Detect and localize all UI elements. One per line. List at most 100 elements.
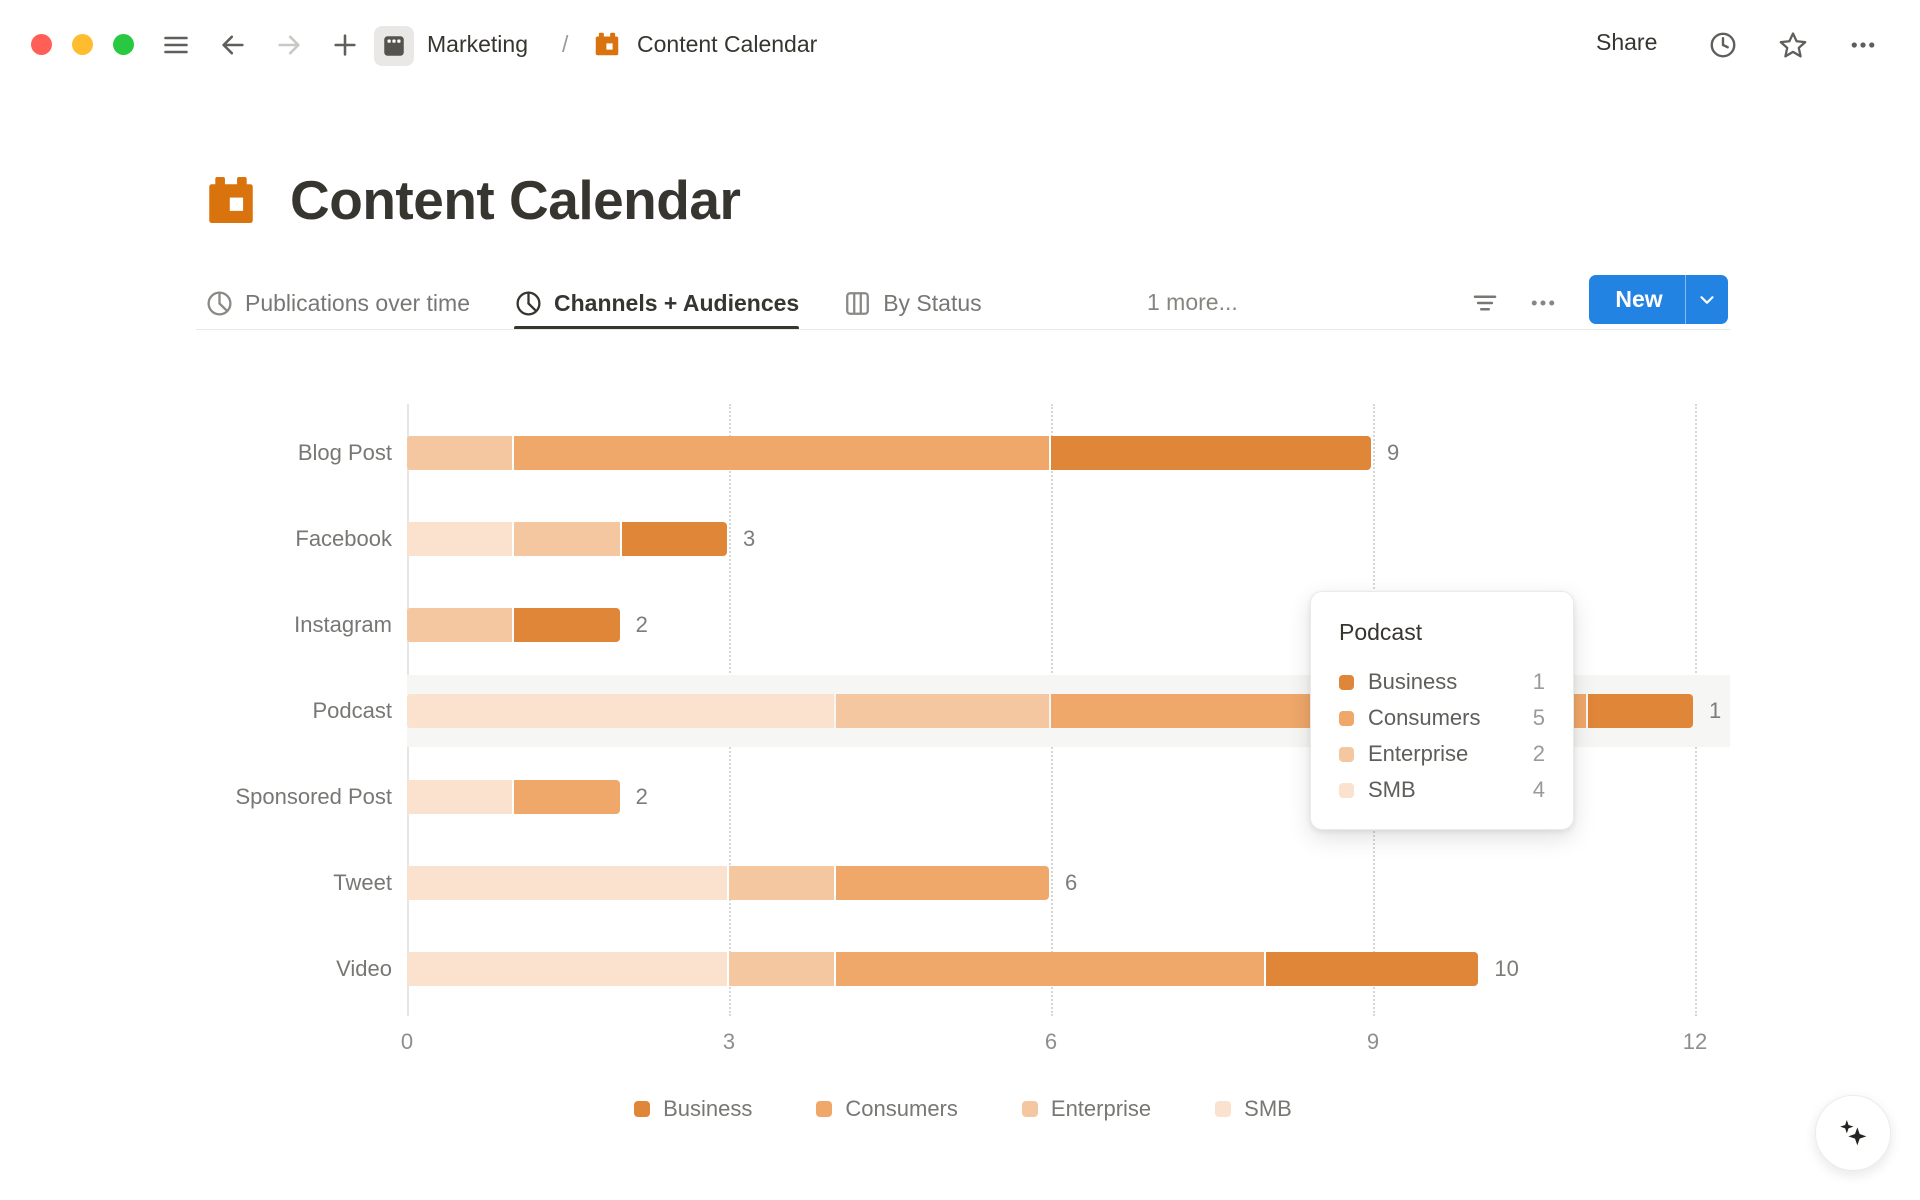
tabs-divider: [196, 329, 1730, 330]
tooltip-series-value: 4: [1532, 777, 1545, 802]
tooltip-swatch: [1339, 746, 1354, 762]
bar-segment-business[interactable]: [1587, 694, 1693, 728]
history-clock-icon[interactable]: [1708, 30, 1738, 60]
view-tabs: Publications over time Channels + Audienc…: [205, 276, 982, 330]
new-button-divider: [1685, 275, 1686, 324]
legend-item-enterprise[interactable]: Enterprise: [1021, 1096, 1152, 1122]
legend-label: SMB: [1244, 1096, 1292, 1121]
category-label: Tweet: [333, 870, 392, 895]
bar-segment-business[interactable]: [514, 608, 620, 642]
view-options-ellipsis-icon[interactable]: [1524, 284, 1562, 322]
forward-arrow-icon[interactable]: [274, 30, 304, 60]
legend-item-business[interactable]: Business: [634, 1096, 752, 1122]
tooltip-series-label: Enterprise: [1368, 741, 1469, 766]
window-minimize-button[interactable]: [72, 34, 93, 55]
breadcrumb-workspace[interactable]: Marketing: [427, 31, 528, 57]
tab-by-status[interactable]: By Status: [843, 276, 982, 330]
bar-segment-consumers[interactable]: [836, 952, 1264, 986]
tooltip-title: Podcast: [1339, 619, 1423, 645]
share-button[interactable]: Share: [1596, 29, 1658, 55]
bar-value-label: 9: [1387, 440, 1400, 465]
legend-item-smb[interactable]: SMB: [1215, 1096, 1292, 1122]
tooltip-series-value: 5: [1532, 705, 1545, 730]
window-titlebar: Marketing / Content Calendar Share: [0, 0, 1920, 74]
category-label: Blog Post: [297, 440, 392, 465]
chart-tooltip: Podcast Business 1 Consumers 5 Enterprise 2 SM…: [1310, 591, 1574, 830]
bar-segment-business[interactable]: [621, 522, 727, 556]
tooltip-series-value: 2: [1532, 741, 1545, 766]
tooltip-swatch: [1339, 782, 1354, 798]
bar-value-label: 6: [1065, 870, 1078, 895]
tab-label: Channels + Audiences: [554, 289, 800, 316]
bar-segment-smb[interactable]: [407, 694, 835, 728]
tooltip-row: SMB 4: [1339, 772, 1545, 808]
bar-value-label: 1: [1709, 698, 1722, 723]
breadcrumb-page[interactable]: Content Calendar: [637, 31, 818, 57]
category-label: Instagram: [294, 612, 392, 637]
chart-icon: [514, 289, 543, 318]
new-button[interactable]: New: [1589, 275, 1728, 324]
tooltip-series-label: Business: [1368, 669, 1458, 694]
x-axis-tick-label: 9: [1366, 1029, 1380, 1054]
page-title[interactable]: Content Calendar: [290, 169, 741, 231]
bar-segment-business[interactable]: [1051, 436, 1371, 470]
window-zoom-button[interactable]: [113, 34, 134, 55]
bar-segment-enterprise[interactable]: [407, 436, 513, 470]
new-button-chevron-down-icon[interactable]: [1686, 289, 1728, 311]
bar-segment-business[interactable]: [1265, 952, 1479, 986]
tooltip-row: Enterprise 2: [1339, 736, 1545, 772]
legend-swatch: [816, 1101, 833, 1117]
legend-item-consumers[interactable]: Consumers: [816, 1096, 958, 1122]
x-axis-tick-label: 6: [1044, 1029, 1058, 1054]
notion-ai-button[interactable]: [1815, 1095, 1891, 1171]
bar-value-label: 2: [635, 784, 648, 809]
bar-value-label: 3: [743, 526, 756, 551]
back-arrow-icon[interactable]: [218, 30, 248, 60]
bar-segment-enterprise[interactable]: [729, 866, 835, 900]
x-axis-tick-label: 12: [1682, 1029, 1708, 1054]
bar-segment-consumers[interactable]: [836, 866, 1049, 900]
new-page-plus-icon[interactable]: [330, 30, 360, 60]
bar-segment-enterprise[interactable]: [407, 608, 513, 642]
legend-label: Enterprise: [1050, 1096, 1152, 1121]
page-title-calendar-icon[interactable]: [202, 171, 260, 229]
chart-icon: [205, 289, 234, 318]
bar-segment-enterprise[interactable]: [729, 952, 835, 986]
bar-segment-consumers[interactable]: [514, 436, 1049, 470]
tooltip-series-label: Consumers: [1368, 705, 1481, 730]
bar-segment-smb[interactable]: [407, 522, 513, 556]
legend-swatch: [1215, 1101, 1232, 1117]
bar-segment-enterprise[interactable]: [514, 522, 620, 556]
more-options-icon[interactable]: [1848, 30, 1878, 60]
sidebar-menu-icon[interactable]: [161, 30, 191, 60]
more-views-button[interactable]: 1 more...: [1147, 289, 1238, 315]
bar-segment-consumers[interactable]: [514, 780, 620, 814]
legend-swatch: [1021, 1101, 1038, 1117]
x-axis-tick-label: 3: [722, 1029, 736, 1054]
page-calendar-icon: [592, 29, 622, 59]
x-axis-tick-label: 0: [400, 1029, 414, 1054]
tab-channels-audiences[interactable]: Channels + Audiences: [514, 276, 800, 330]
tab-publications-over-time[interactable]: Publications over time: [205, 276, 470, 330]
bar-segment-smb[interactable]: [407, 780, 513, 814]
board-icon: [843, 289, 872, 318]
tooltip-series-label: SMB: [1368, 777, 1416, 802]
category-label: Sponsored Post: [235, 784, 392, 809]
category-label: Video: [336, 956, 392, 981]
favorite-star-icon[interactable]: [1778, 30, 1808, 60]
category-label: Facebook: [295, 526, 392, 551]
legend-swatch: [634, 1101, 651, 1117]
bar-segment-enterprise[interactable]: [836, 694, 1049, 728]
bar-value-label: 2: [635, 612, 648, 637]
workspace-icon[interactable]: [374, 26, 414, 66]
tab-label: Publications over time: [245, 289, 470, 316]
ai-sparkles-icon: [1833, 1113, 1873, 1153]
tooltip-row: Consumers 5: [1339, 700, 1545, 736]
filter-icon[interactable]: [1466, 284, 1504, 322]
bar-segment-smb[interactable]: [407, 952, 727, 986]
bar-segment-smb[interactable]: [407, 866, 727, 900]
window-close-button[interactable]: [31, 34, 52, 55]
chart-legend: Business Consumers Enterprise SMB: [0, 1096, 1920, 1122]
tooltip-swatch: [1339, 674, 1354, 690]
tooltip-series-value: 1: [1532, 669, 1545, 694]
